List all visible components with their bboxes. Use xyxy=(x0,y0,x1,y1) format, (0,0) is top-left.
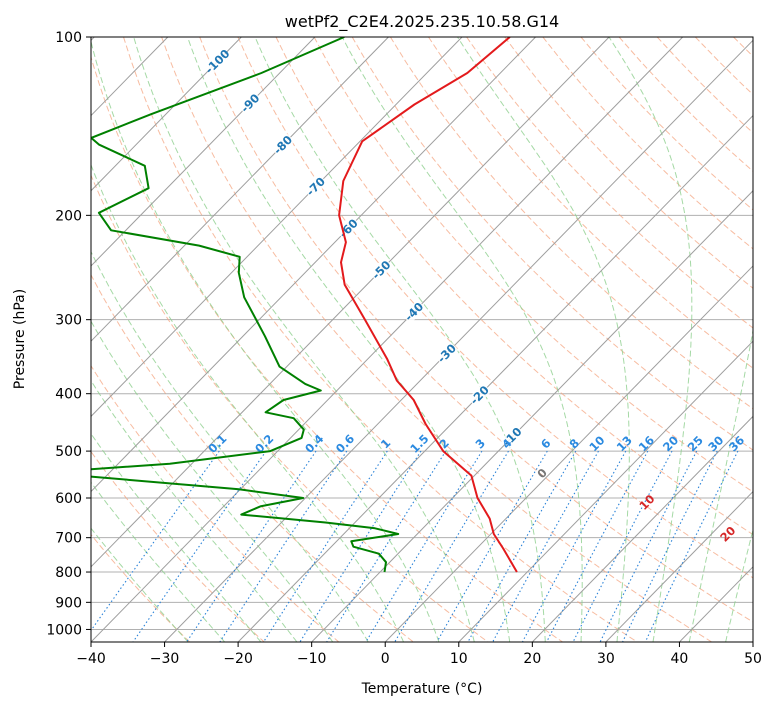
isotherm-label-background xyxy=(369,257,394,283)
x-tick-label: −30 xyxy=(150,651,180,667)
moist-adiabat-line xyxy=(91,481,225,642)
dry-adiabat-line xyxy=(351,37,753,451)
mixing-ratio-line xyxy=(219,450,348,642)
mixing-ratio-line xyxy=(467,450,577,642)
moist-adiabat-line xyxy=(254,37,546,642)
isotherm-line xyxy=(91,37,242,192)
isotherm-label-background xyxy=(500,424,525,449)
isotherm-label-background xyxy=(434,341,459,366)
isotherm-label-background xyxy=(205,49,230,74)
isotherm-label-background xyxy=(467,383,492,408)
y-tick-label: 300 xyxy=(55,313,82,329)
moist-adiabat-line xyxy=(688,328,753,642)
x-tick-label: 50 xyxy=(744,651,762,667)
moist-adiabat-line xyxy=(91,250,369,642)
mixing-ratio-line xyxy=(622,450,718,642)
mixing-ratio-line xyxy=(644,450,739,642)
isotherm-line xyxy=(237,114,753,642)
y-tick-label: 200 xyxy=(55,208,82,224)
isotherm-label-background xyxy=(238,91,263,116)
isotherm-line xyxy=(164,39,753,642)
moist-adiabat-line xyxy=(91,39,440,642)
dry-adiabat-line xyxy=(91,364,340,642)
isotherm-line xyxy=(91,37,684,642)
isotherm-line xyxy=(91,37,316,267)
moist-adiabat-line xyxy=(91,163,405,642)
y-tick-label: 800 xyxy=(55,565,82,581)
isotherm-line xyxy=(458,340,753,642)
x-tick-label: 40 xyxy=(671,651,689,667)
dry-adiabat-line xyxy=(504,37,753,289)
isotherm-line xyxy=(531,415,753,642)
moist-adiabat-line xyxy=(608,37,693,642)
dry-adiabat-line xyxy=(91,174,489,642)
mixing-ratio-line xyxy=(522,450,627,642)
background-lines-layer xyxy=(91,37,753,642)
mixing-ratio-line xyxy=(132,450,267,642)
y-tick-label: 500 xyxy=(55,444,82,460)
y-tick-label: 700 xyxy=(55,531,82,547)
mixing-ratio-line xyxy=(546,450,649,642)
isotherm-line xyxy=(311,190,753,642)
x-tick-label: −20 xyxy=(223,651,253,667)
mixing-ratio-line xyxy=(572,450,673,642)
profile-layer xyxy=(91,37,518,573)
isotherm-label-background xyxy=(303,174,328,199)
isotherm-line xyxy=(91,37,463,418)
moist-adiabat-line xyxy=(91,432,262,642)
plot-frame xyxy=(90,36,754,643)
y-tick-label: 400 xyxy=(55,387,82,403)
isotherm-label-background xyxy=(402,299,427,324)
isotherm-line xyxy=(91,37,610,568)
moist-adiabat-line xyxy=(133,37,475,642)
dewpoint-profile-line xyxy=(91,37,400,573)
isotherm-line xyxy=(91,37,536,493)
mixing-ratio-line xyxy=(91,450,220,632)
isotherm-line xyxy=(605,490,753,642)
x-axis-label: Temperature (°C) xyxy=(361,681,483,697)
y-tick-label: 100 xyxy=(55,30,82,46)
moist-adiabat-line xyxy=(91,379,298,642)
mixing-ratio-line xyxy=(599,450,698,642)
dry-adiabat-line xyxy=(91,533,190,642)
y-axis-label: Pressure (hPa) xyxy=(12,289,28,389)
mixing-ratio-line xyxy=(492,450,599,642)
chart-title: wetPf2_C2E4.2025.235.10.58.G14 xyxy=(285,12,559,32)
y-tick-label: 600 xyxy=(55,491,82,507)
moist-adiabat-line xyxy=(91,527,189,642)
y-tick-label: 1000 xyxy=(46,622,82,638)
moist-adiabat-line xyxy=(341,37,583,642)
mixing-ratio-line xyxy=(365,450,483,642)
dry-adiabat-line xyxy=(237,37,753,579)
x-tick-label: 0 xyxy=(381,651,390,667)
dry-adiabat-line xyxy=(123,37,638,642)
x-tick-label: 20 xyxy=(523,651,541,667)
dry-adiabat-line xyxy=(428,37,753,369)
y-tick-label: 900 xyxy=(55,595,82,611)
x-tick-label: 30 xyxy=(597,651,615,667)
x-tick-label: −40 xyxy=(76,651,106,667)
isotherm-line xyxy=(384,265,753,642)
isotherm-label-background xyxy=(336,216,361,241)
dry-adiabat-line xyxy=(466,37,753,329)
mixing-ratio-line xyxy=(326,450,447,642)
axis-ticks-layer: −40 −30 −20 −10 0 10 20 30 40 50 100 200 300 400 500 60… xyxy=(46,30,762,667)
dry-adiabat-line xyxy=(313,37,753,493)
x-tick-label: 10 xyxy=(450,651,468,667)
x-tick-label: −10 xyxy=(297,651,327,667)
isotherm-label-background xyxy=(270,132,295,157)
dry-adiabat-line xyxy=(389,37,753,410)
dry-adiabat-line xyxy=(91,55,563,642)
temperature-profile-line xyxy=(338,37,518,573)
mixing-ratio-line xyxy=(186,450,317,642)
